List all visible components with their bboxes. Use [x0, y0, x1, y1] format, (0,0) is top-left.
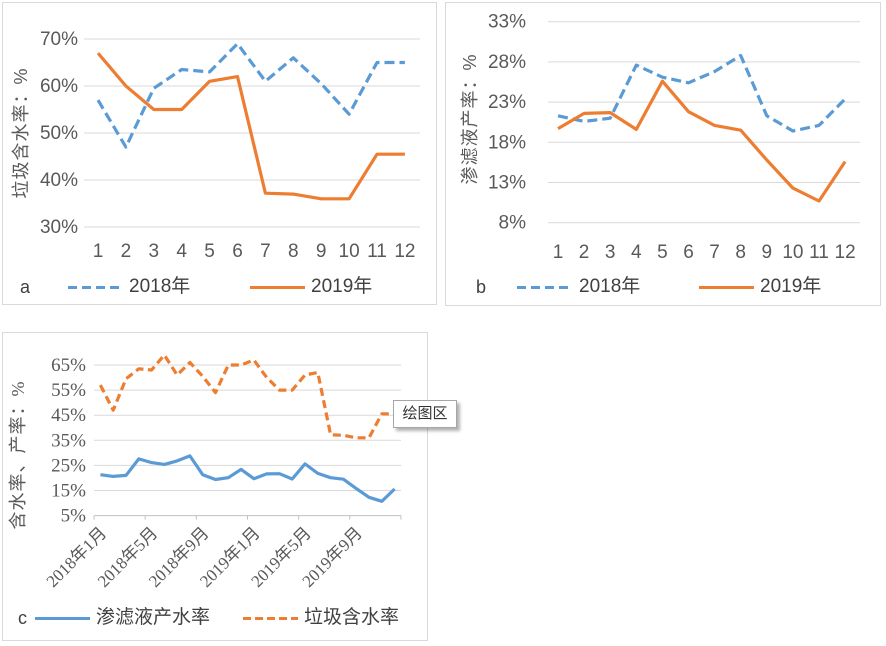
y-tick-label: 55%: [51, 380, 86, 401]
chart-c-legend: c 渗滤液产水率 垃圾含水率: [3, 605, 427, 631]
y-tick-label: 70%: [40, 29, 78, 50]
panel-label-b: b: [476, 277, 487, 297]
x-tick-label: 7: [709, 242, 720, 263]
y-tick-label: 33%: [488, 12, 526, 33]
panel-label-a: a: [20, 277, 31, 297]
x-tick-label: 2: [579, 242, 590, 263]
x-tick-label: 11: [367, 241, 387, 262]
series-line: [98, 353, 395, 440]
y-tick-label: 35%: [51, 430, 86, 451]
y-tick-label: 25%: [51, 455, 86, 476]
chart-c-plot: 5%15%25%35%45%55%65%2018年1月2018年5月2018年9…: [8, 353, 402, 591]
y-axis-title: 渗滤液产率：%: [460, 53, 480, 184]
legend-label-moisture-rate: 垃圾含水率: [304, 607, 400, 628]
x-tick-label: 12: [835, 242, 856, 263]
y-tick-label: 30%: [40, 217, 78, 238]
x-tick-label: 2: [121, 241, 132, 262]
x-tick-label: 10: [339, 241, 360, 262]
x-tick-label: 11: [809, 242, 829, 263]
legend-solid-line-icon: [699, 286, 754, 289]
legend-label-leachate-rate: 渗滤液产水率: [96, 607, 211, 628]
y-tick-label: 13%: [488, 173, 526, 194]
chart-a-legend: a 2018年 2019年: [3, 274, 436, 300]
y-tick-label: 50%: [40, 123, 78, 144]
y-axis-title: 垃圾含水率：%: [11, 67, 31, 198]
legend-dashed-line-icon: [243, 617, 298, 620]
x-tick-label: 1: [93, 241, 104, 262]
x-tick-label: 1: [553, 242, 564, 263]
x-tick-label: 4: [631, 242, 642, 263]
y-tick-label: 8%: [499, 213, 527, 234]
chart-panel-c: 5% 15% 25% 35% 45% 55% 65% 2018年1月 2018年5月 2018年9…: [2, 332, 457, 641]
series-line: [96, 42, 405, 149]
x-tick-label: 6: [232, 241, 243, 262]
x-tick-label: 10: [782, 242, 803, 263]
y-tick-label: 65%: [51, 355, 86, 376]
x-tick-label: 6: [683, 242, 694, 263]
y-tick-label: 60%: [40, 76, 78, 97]
x-tick-label: 5: [657, 242, 668, 263]
chart-panel-a: 30% 40% 50% 60% 70% 1 2 3 4 5 6 7 8 9 10 11 12 垃圾含水率：% a …: [2, 2, 437, 305]
x-tick-label: 9: [762, 242, 773, 263]
y-axis-title: 含水率、产率：%: [8, 381, 28, 530]
x-tick-label: 5: [204, 241, 215, 262]
series-line: [557, 79, 847, 203]
legend-dashed-line-icon: [68, 286, 123, 289]
legend-dashed-line-icon: [517, 286, 572, 289]
y-tick-label: 5%: [61, 506, 87, 527]
series-line: [557, 53, 847, 133]
x-tick-label: 9: [316, 241, 327, 262]
legend-solid-line-icon: [250, 286, 305, 289]
x-tick-label: 4: [176, 241, 187, 262]
x-tick-label: 7: [260, 241, 271, 262]
y-tick-label: 15%: [51, 481, 86, 502]
x-tick-label: 8: [735, 242, 746, 263]
y-tick-label: 18%: [488, 132, 526, 153]
y-tick-label: 28%: [488, 52, 526, 73]
x-tick-label: 3: [149, 241, 160, 262]
legend-label-2019: 2019年: [760, 276, 822, 297]
x-tick-label: 3: [605, 242, 616, 263]
legend-solid-line-icon: [35, 617, 90, 620]
legend-label-2018: 2018年: [129, 276, 191, 297]
plot-area-tooltip: 绘图区: [393, 400, 457, 428]
series-line: [96, 52, 405, 201]
chart-b-legend: b 2018年 2019年: [446, 274, 880, 300]
x-tick-label: 8: [288, 241, 299, 262]
y-tick-label: 45%: [51, 405, 86, 426]
legend-label-2019: 2019年: [311, 276, 373, 297]
x-tick-label: 12: [394, 241, 415, 262]
series-line: [100, 454, 396, 503]
y-tick-label: 23%: [488, 92, 526, 113]
panel-label-c: c: [18, 608, 27, 628]
y-tick-label: 40%: [40, 170, 78, 191]
legend-label-2018: 2018年: [579, 276, 641, 297]
chart-panel-b: 8% 13% 18% 23% 28% 33% 1 2 3 4 5 6 7 8 9 10 11 12 渗滤液产率：% …: [445, 2, 881, 306]
